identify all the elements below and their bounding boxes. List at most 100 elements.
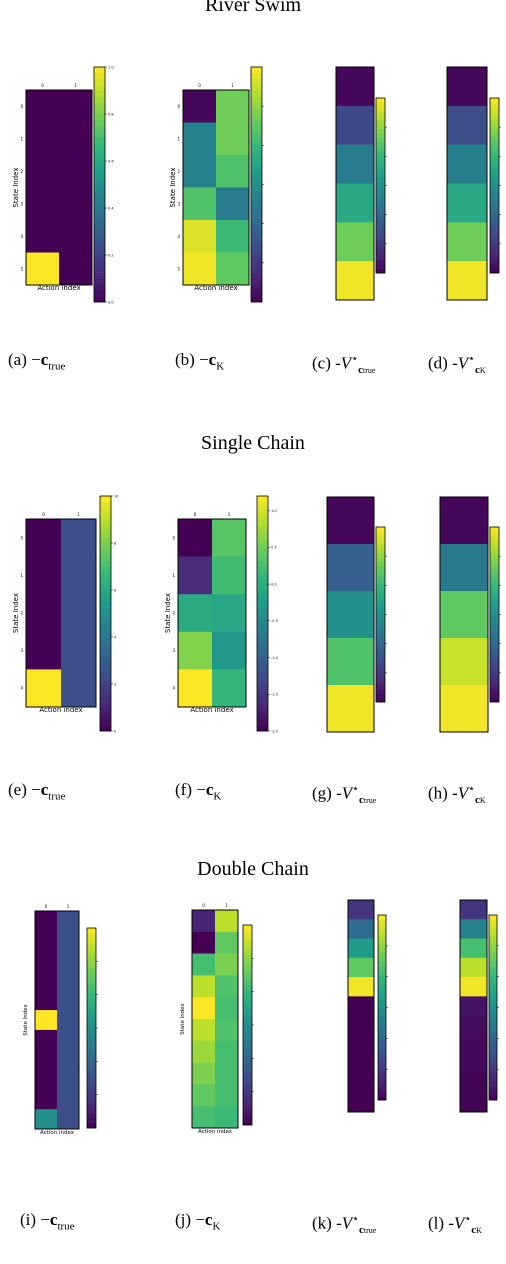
colorbar-a-band: [94, 260, 105, 268]
colorbar-a-band: [94, 137, 105, 144]
heatmap-k-cell: [348, 957, 375, 978]
heatmap-f-cell: [212, 631, 247, 670]
heatmap-d-cell: [447, 67, 488, 107]
heatmap-i-cell: [35, 1109, 58, 1130]
colorbar-j-band: [243, 1060, 252, 1066]
colorbar-l-band: [489, 989, 497, 994]
colorbar-a-ticklabel: 0.0: [108, 300, 114, 304]
colorbar-e-ticklabel: 0: [114, 729, 116, 733]
subfigure-caption: (h) -V⋆cK: [428, 780, 486, 810]
colorbar-k-band: [378, 1053, 386, 1059]
colorbar-k-band: [378, 1026, 386, 1031]
colorbar-h-band: [490, 627, 499, 633]
colorbar-e-band: [100, 584, 111, 591]
caption-sign: −: [199, 350, 209, 369]
colorbar-a-band: [94, 196, 105, 203]
colorbar-f-frame: [256, 495, 269, 732]
colorbar-e-band: [100, 672, 111, 679]
heatmap-j-cell: [215, 1062, 239, 1085]
heatmap-a-frame: [25, 89, 93, 286]
colorbar-j-band: [243, 965, 252, 971]
heatmap-b-cell: [216, 187, 250, 221]
colorbar-g-band: [376, 614, 385, 620]
colorbar-g-band: [376, 649, 385, 655]
heatmap-j-cell: [215, 975, 239, 998]
colorbar-e-band: [100, 654, 111, 661]
colorbar-g-band: [376, 653, 385, 659]
colorbar-f-band: [257, 684, 268, 691]
colorbar-b-band: [251, 266, 262, 273]
colorbar-j-band: [243, 1025, 252, 1031]
colorbar-a-band: [94, 290, 105, 297]
colorbar-l-band: [489, 919, 497, 925]
colorbar-k-band: [378, 924, 386, 930]
colorbar-i-band: [87, 1018, 96, 1024]
caption-sub: c: [359, 1224, 364, 1237]
colorbar-k-band: [378, 1081, 386, 1087]
colorbar-j-band: [243, 975, 252, 981]
colorbar-j-band: [243, 1090, 252, 1096]
colorbar-a-band: [94, 102, 105, 109]
section-title-single-chain: Single Chain: [201, 432, 305, 454]
colorbar-a-band: [94, 114, 105, 121]
colorbar-i-band: [87, 963, 96, 969]
colorbar-e-band: [100, 572, 111, 579]
colorbar-c-band: [376, 115, 385, 121]
colorbar-f-band: [257, 725, 268, 732]
colorbar-b-band: [251, 178, 262, 185]
caption-label: (f): [175, 780, 192, 799]
colorbar-i-band: [87, 1123, 96, 1129]
colorbar-c-band: [376, 124, 385, 129]
colorbar-i-band: [87, 1113, 96, 1119]
colorbar-c-band: [376, 207, 385, 213]
colorbar-e-band: [100, 537, 111, 544]
colorbar-j-band: [243, 980, 252, 986]
colorbar-f-band: [257, 601, 268, 608]
heatmap-i-cell: [57, 1089, 80, 1110]
heatmap-j-cell: [215, 1019, 239, 1042]
heatmap-k-cell: [348, 996, 375, 1016]
caption-sym: c: [40, 350, 49, 369]
colorbar-c-band: [376, 168, 385, 173]
colorbar-c-band: [376, 137, 385, 143]
colorbar-d-band: [490, 238, 499, 243]
colorbar-g-band: [376, 544, 385, 550]
colorbar-h-band: [490, 614, 499, 620]
caption-label: (c): [312, 353, 331, 373]
heatmap-b-cell: [183, 252, 217, 286]
colorbar-j-band: [243, 1055, 252, 1061]
heatmap-d-cell: [447, 144, 488, 184]
colorbar-c-band: [376, 181, 385, 186]
colorbar-l-band: [489, 1076, 497, 1082]
colorbar-i-band: [87, 1038, 96, 1044]
colorbar-k-band: [378, 965, 386, 971]
heatmap-c-cell: [336, 67, 375, 107]
heatmap-b-cell: [216, 252, 250, 286]
colorbar-a-band: [94, 243, 105, 250]
colorbar-h-band: [490, 632, 499, 637]
colorbar-d-band: [490, 229, 499, 234]
colorbar-k-band: [378, 989, 386, 994]
heatmap-e-ytick: 3: [20, 648, 23, 653]
colorbar-k-band: [378, 1002, 386, 1008]
colorbar-l-band: [489, 1081, 497, 1087]
heatmap-j-xtick: 0: [202, 903, 205, 908]
colorbar-a-band: [94, 96, 105, 103]
caption-sym: V: [453, 1213, 465, 1233]
heatmap-i-xlabel: Action index: [40, 1130, 75, 1136]
colorbar-k-band: [378, 1044, 386, 1050]
colorbar-f-band: [257, 642, 268, 650]
colorbar-g-band: [376, 623, 385, 628]
caption-sub: c: [358, 364, 363, 377]
caption-label: (l): [428, 1213, 445, 1233]
colorbar-i-band: [87, 1048, 96, 1054]
colorbar-b-band: [251, 260, 262, 268]
colorbar-i-band: [87, 1058, 96, 1064]
colorbar-a-band: [94, 78, 105, 85]
colorbar-d-band: [490, 251, 499, 256]
colorbar-e-ticklabel: 4: [114, 635, 117, 639]
colorbar-a-band: [94, 208, 105, 215]
colorbar-b-band: [251, 278, 262, 285]
heatmap-a-cell: [26, 155, 60, 188]
heatmap-i-cell: [57, 950, 80, 971]
